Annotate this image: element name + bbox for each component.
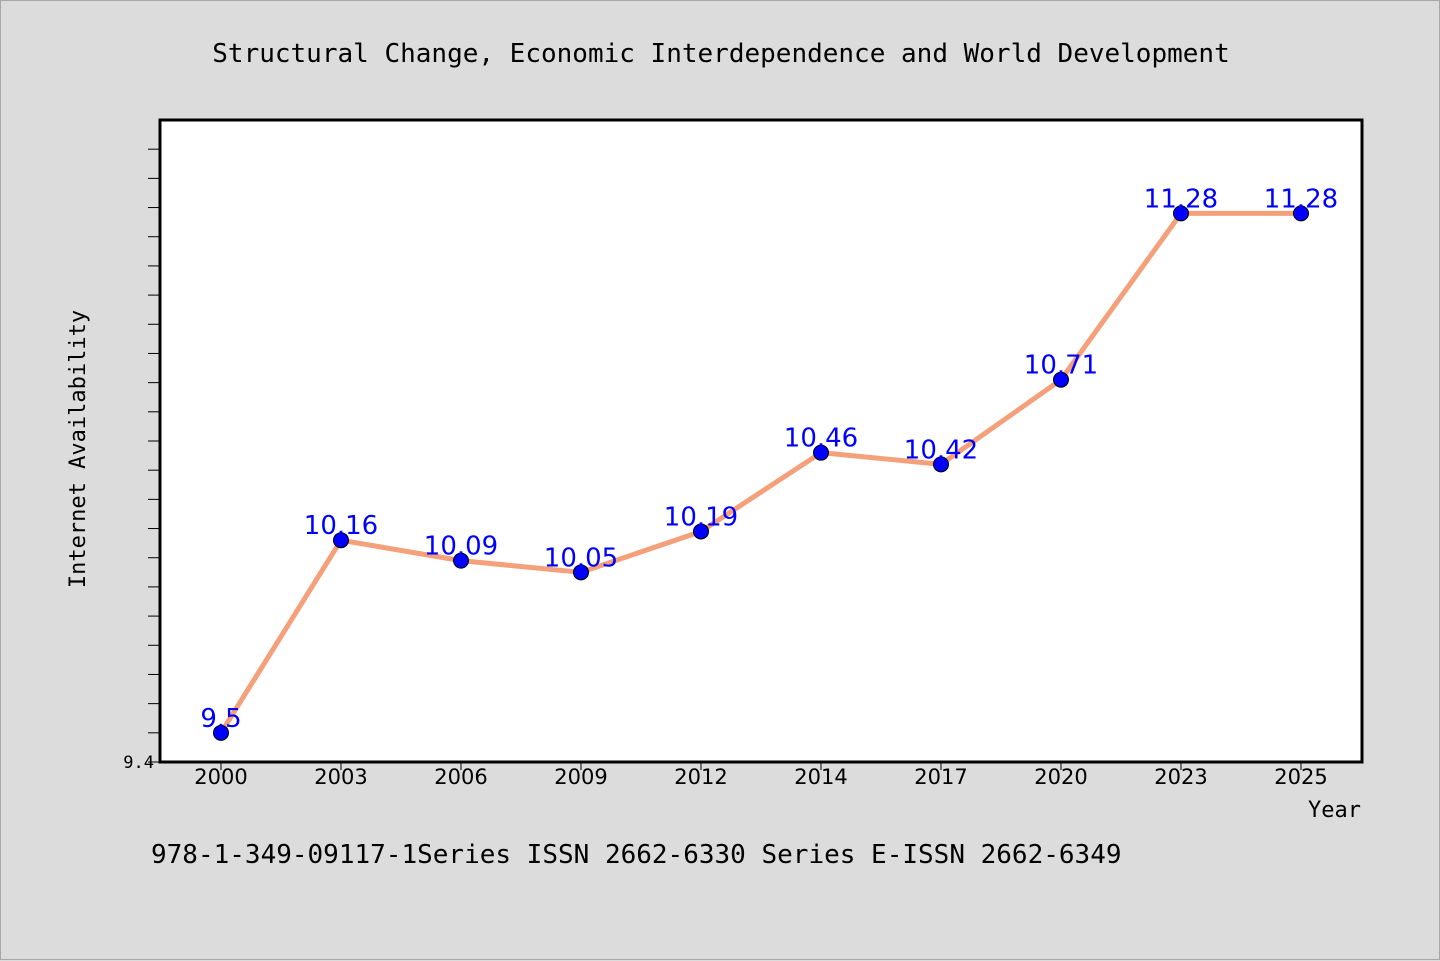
- y-tick-label: 9.4: [123, 753, 154, 773]
- footer-identifier: 978-1-349-09117-1Series ISSN 2662-6330 S…: [151, 840, 1122, 870]
- data-label: 10.05: [544, 543, 618, 573]
- data-point: [453, 552, 469, 569]
- x-tick-label: 2009: [554, 765, 607, 789]
- data-point: [1053, 371, 1069, 388]
- x-tick-label: 2025: [1274, 765, 1327, 789]
- data-label: 10.46: [784, 424, 858, 454]
- data-label: 10.71: [1024, 351, 1098, 381]
- series-layer: 9.5 10.16 10.09 10.05 10.19 10.46 10.42 10.71 11…: [200, 184, 1338, 741]
- data-label: 10.42: [904, 435, 978, 465]
- x-tick-label: 2003: [314, 765, 367, 789]
- data-point: [333, 532, 349, 549]
- x-tick-label: 2023: [1154, 765, 1207, 789]
- data-label: 11.28: [1144, 184, 1218, 214]
- series-line: [218, 210, 1304, 736]
- plot-area: [158, 118, 1364, 764]
- x-tick-label: 2006: [434, 765, 487, 789]
- data-point: [1293, 205, 1309, 222]
- x-tick-label: 2000: [194, 765, 247, 789]
- data-label: 10.19: [664, 502, 738, 532]
- chart-title: Structural Change, Economic Interdepende…: [212, 39, 1229, 69]
- x-axis-label: Year: [1308, 798, 1361, 823]
- x-tick-label: 2020: [1034, 765, 1087, 789]
- y-axis-ticks: 9.4: [123, 148, 160, 773]
- data-point: [213, 724, 229, 741]
- data-point: [933, 456, 949, 473]
- x-axis-ticks: 2000 2003 2006 2009 2012 2014 2017 2020 2023 2025: [194, 762, 1328, 789]
- x-tick-label: 2012: [674, 765, 727, 789]
- data-point: [1173, 205, 1189, 222]
- y-axis-label: Internet Availability: [66, 310, 91, 588]
- data-label: 10.09: [424, 532, 498, 562]
- data-point: [573, 564, 589, 581]
- data-point: [813, 444, 829, 461]
- data-point: [693, 523, 709, 540]
- x-tick-label: 2017: [914, 765, 967, 789]
- data-label: 9.5: [200, 704, 241, 734]
- x-tick-label: 2014: [794, 765, 847, 789]
- data-label: 10.16: [304, 511, 378, 541]
- data-label: 11.28: [1264, 184, 1338, 214]
